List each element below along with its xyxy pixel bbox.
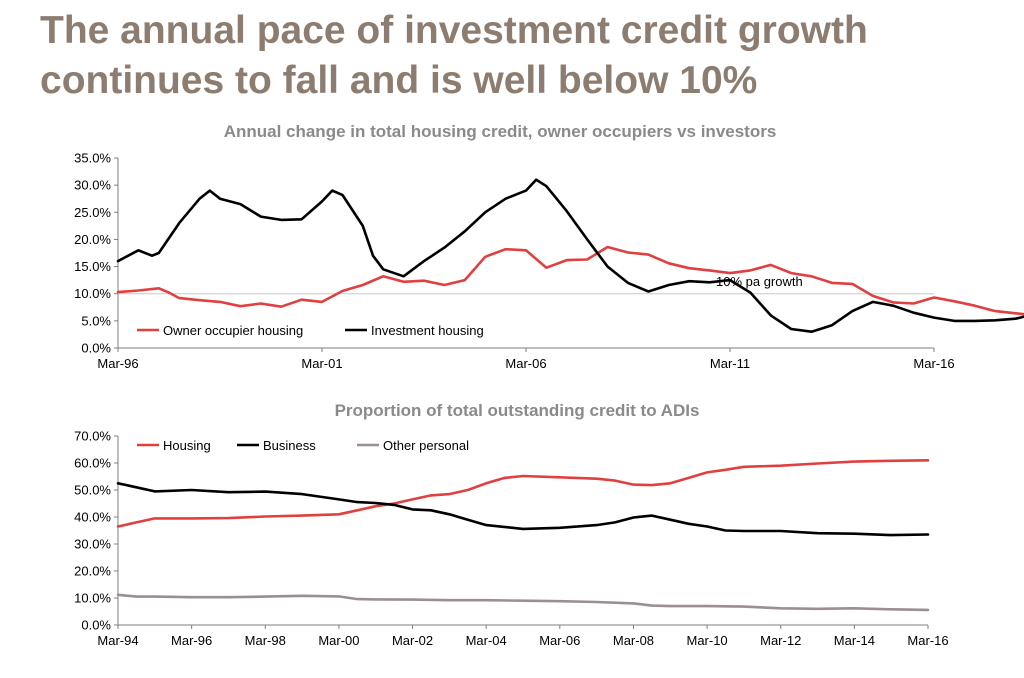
- x-tick-label: Mar-14: [834, 633, 875, 648]
- x-tick-label: Mar-98: [245, 633, 286, 648]
- chart-title: Proportion of total outstanding credit t…: [335, 401, 700, 420]
- legend-label-housing: Housing: [163, 438, 211, 453]
- y-tick-label: 70.0%: [74, 429, 111, 444]
- y-tick-label: 0.0%: [81, 341, 111, 356]
- y-tick-label: 30.0%: [74, 178, 111, 193]
- x-tick-label: Mar-00: [318, 633, 359, 648]
- series-line-business: [116, 482, 930, 537]
- y-tick-label: 25.0%: [74, 205, 111, 220]
- y-tick-label: 60.0%: [74, 456, 111, 471]
- legend-label-investment-housing: Investment housing: [371, 323, 484, 338]
- x-tick-label: Mar-06: [539, 633, 580, 648]
- chart-credit-proportion: Proportion of total outstanding credit t…: [74, 401, 948, 648]
- y-tick-label: 0.0%: [81, 618, 111, 633]
- y-tick-label: 10.0%: [74, 286, 111, 301]
- x-tick-label: Mar-10: [686, 633, 727, 648]
- x-tick-label: Mar-04: [466, 633, 507, 648]
- y-tick-label: 10.0%: [74, 591, 111, 606]
- legend-label-business: Business: [263, 438, 316, 453]
- y-tick-label: 30.0%: [74, 537, 111, 552]
- series-line-owner-occupier-housing: [116, 245, 1024, 316]
- x-tick-label: Mar-94: [97, 633, 138, 648]
- x-tick-label: Mar-11: [710, 356, 750, 371]
- legend-label-other-personal: Other personal: [383, 438, 469, 453]
- y-tick-label: 50.0%: [74, 483, 111, 498]
- chart-title: Annual change in total housing credit, o…: [224, 122, 777, 141]
- x-tick-label: Mar-08: [613, 633, 654, 648]
- y-tick-label: 5.0%: [81, 313, 111, 328]
- x-tick-label: Mar-06: [505, 356, 546, 371]
- series-line-housing: [116, 459, 930, 528]
- x-tick-label: Mar-12: [760, 633, 801, 648]
- slide-title-line-2: continues to fall and is well below 10%: [40, 59, 758, 102]
- x-tick-label: Mar-02: [392, 633, 433, 648]
- legend-label-owner-occupier-housing: Owner occupier housing: [163, 323, 303, 338]
- x-tick-label: Mar-16: [907, 633, 948, 648]
- x-tick-label: Mar-96: [97, 356, 138, 371]
- slide-title: The annual pace of investment credit gro…: [40, 6, 1000, 106]
- slide-title-line-1: The annual pace of investment credit gro…: [40, 9, 868, 52]
- series-line-other-personal: [116, 593, 930, 612]
- y-tick-label: 40.0%: [74, 510, 111, 525]
- y-tick-label: 20.0%: [74, 232, 111, 247]
- x-tick-label: Mar-16: [913, 356, 954, 371]
- chart-housing-credit-growth: Annual change in total housing credit, o…: [74, 122, 1024, 371]
- x-tick-label: Mar-01: [301, 356, 342, 371]
- y-tick-label: 20.0%: [74, 564, 111, 579]
- y-tick-label: 15.0%: [74, 259, 111, 274]
- series-line-investment-housing: [116, 178, 1024, 333]
- x-tick-label: Mar-96: [171, 633, 212, 648]
- y-tick-label: 35.0%: [74, 151, 111, 166]
